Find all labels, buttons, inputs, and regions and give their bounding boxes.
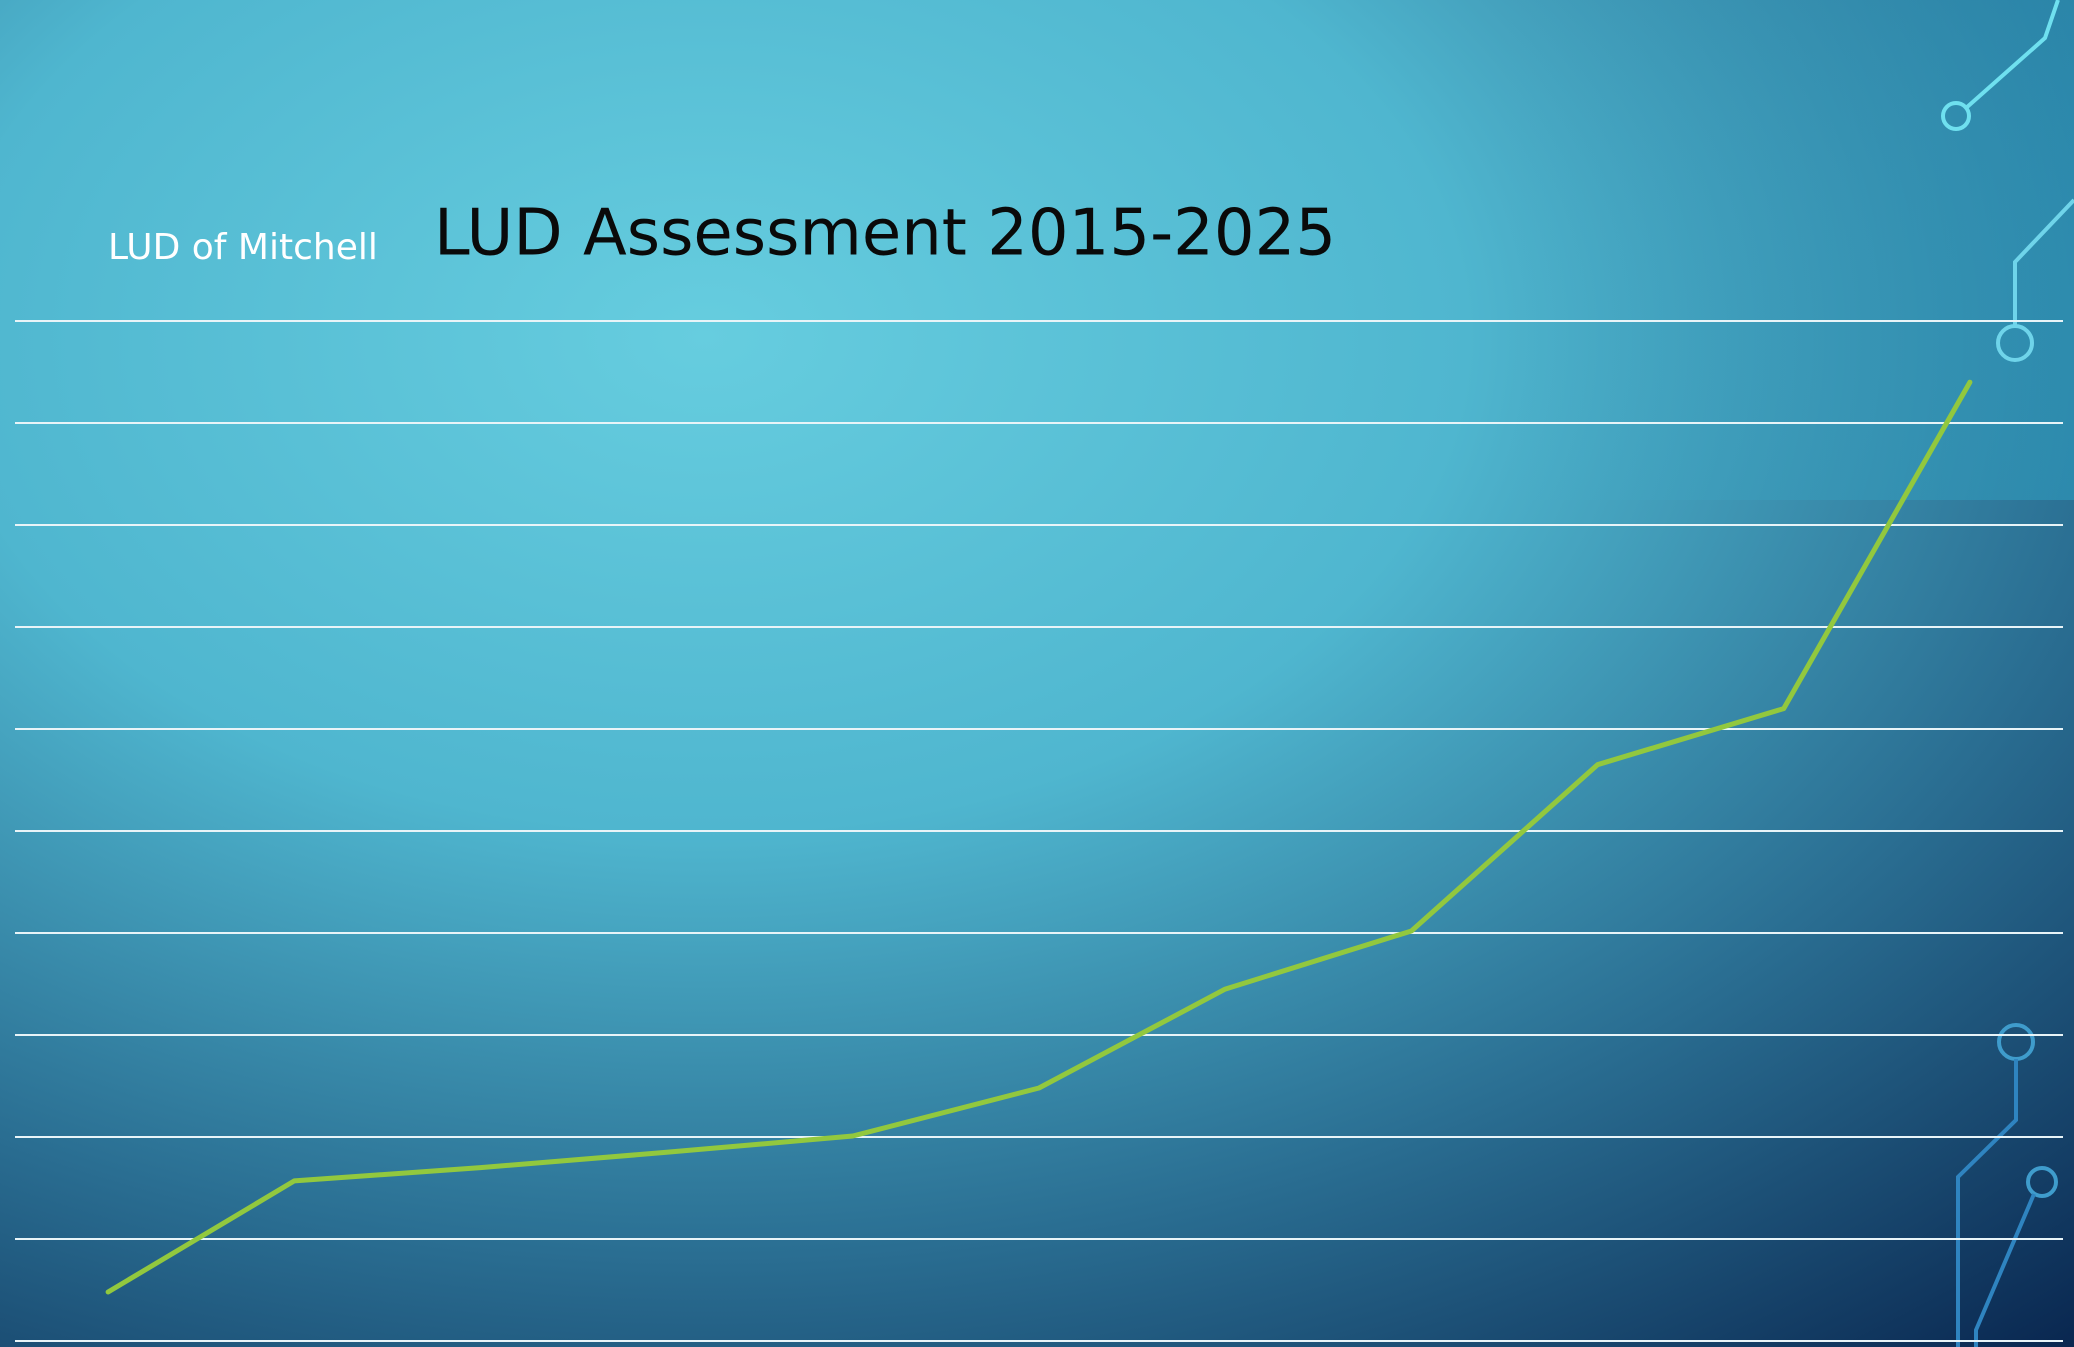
chart-subtitle: LUD of Mitchell [108,227,378,268]
background-glow [1500,0,2074,500]
slide: LUD of Mitchell LUD Assessment 2015-2025 [0,0,2074,1347]
chart-title: LUD Assessment 2015-2025 [434,197,1336,271]
page: LUD of Mitchell LUD Assessment 2015-2025… [0,0,2074,1347]
